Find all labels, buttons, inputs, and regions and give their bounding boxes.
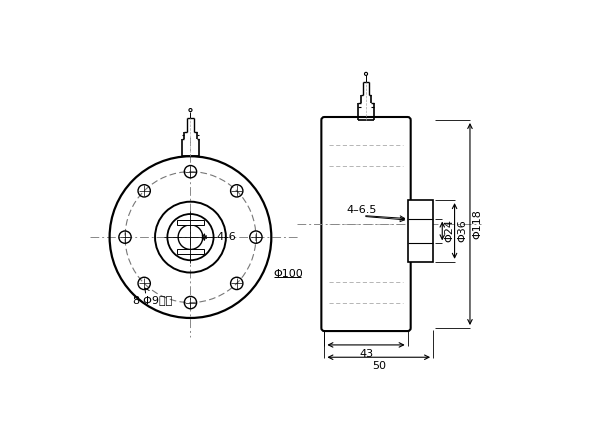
- Bar: [407, 200, 433, 262]
- Bar: [177, 220, 204, 225]
- Text: 4–6: 4–6: [217, 232, 236, 242]
- Text: 50: 50: [372, 361, 386, 371]
- Text: 4–6.5: 4–6.5: [346, 205, 376, 215]
- Text: Φ24: Φ24: [445, 219, 455, 242]
- Text: Φ118: Φ118: [472, 209, 482, 239]
- Text: 43: 43: [359, 349, 373, 359]
- Text: 8-Φ9均布: 8-Φ9均布: [133, 288, 173, 305]
- Bar: [177, 249, 204, 254]
- Text: Φ100: Φ100: [274, 269, 304, 279]
- FancyBboxPatch shape: [322, 117, 410, 331]
- Text: Φ36: Φ36: [457, 220, 467, 242]
